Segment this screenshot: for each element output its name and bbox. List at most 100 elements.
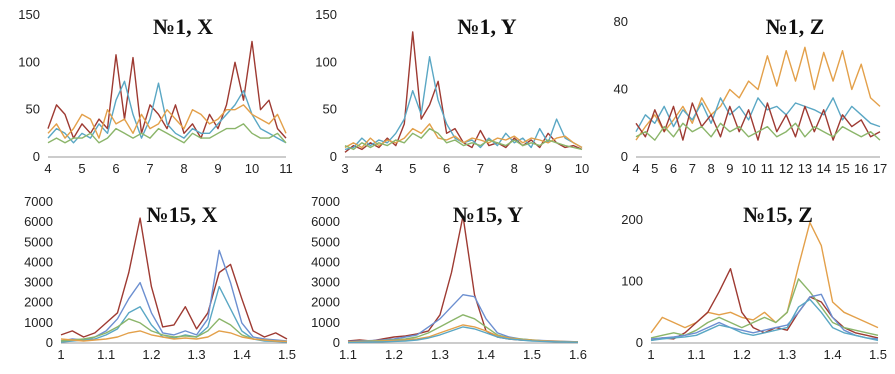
y-tick-label: 2000 [311,295,340,310]
x-tick-label: 9 [726,161,733,176]
series-line-2 [635,97,881,133]
y-tick-label: 6000 [311,214,340,229]
x-tick-label: 8 [180,161,187,176]
chart-title: №1, Y [457,14,516,39]
chart-title: №15, X [147,202,218,227]
y-tick-label: 3000 [311,275,340,290]
series-line-5 [347,326,579,344]
x-tick-label: 10 [245,161,259,176]
y-tick-label: 1000 [24,315,53,330]
series-line-3 [344,123,583,149]
series-line-3 [347,314,579,343]
chart-panel-5: 1.1 1.2 1.3 1.4 1.5 1.6 0 1000 2000 3000 4000 5000 6… [311,194,587,362]
chart-title: №1, Z [766,14,825,39]
x-tick-label: 1.2 [142,347,160,362]
x-tick-label: 1.1 [687,347,705,362]
series-line-4 [635,122,881,141]
y-tick-label: 0 [333,335,340,350]
x-tick-label: 4 [44,161,51,176]
series-line-3 [47,104,287,139]
x-tick-label: 1.6 [569,347,587,362]
x-tick-label: 7 [146,161,153,176]
series-line-4 [47,123,287,144]
series-line-3 [650,278,879,339]
x-tick-label: 1.4 [824,347,842,362]
x-tick-label: 1.4 [233,347,251,362]
x-tick-label: 9 [545,161,552,176]
x-tick-label: 1.4 [477,347,495,362]
x-tick-label: 1.1 [97,347,115,362]
series-line-5 [650,298,879,342]
x-tick-label: 1.3 [188,347,206,362]
y-tick-label: 150 [18,7,40,22]
x-tick-label: 17 [873,161,887,176]
y-tick-label: 3000 [24,275,53,290]
y-tick-label: 1000 [311,315,340,330]
x-tick-label: 9 [214,161,221,176]
y-tick-label: 40 [614,82,628,97]
x-tick-label: 4 [632,161,639,176]
series-line-5 [60,330,288,343]
y-tick-label: 100 [18,54,40,69]
y-tick-label: 0 [330,149,337,164]
x-tick-label: 8 [707,161,714,176]
y-tick-label: 5000 [24,234,53,249]
y-tick-label: 4000 [24,254,53,269]
series-line-3 [635,102,881,141]
y-tick-label: 7000 [311,194,340,209]
chart-title: №15, Z [743,202,813,227]
chart-panel-3: 4 5 6 7 8 9 10 11 12 13 14 15 16 17 0 40 80 №1, Z [614,14,888,176]
x-tick-label: 6 [112,161,119,176]
chart-panel-6: 1 1.1 1.2 1.3 1.4 1.5 0 100 200 №15, Z [621,202,887,362]
y-tick-label: 6000 [24,214,53,229]
x-tick-label: 1.5 [278,347,296,362]
series-line-1 [347,215,579,343]
y-tick-label: 80 [614,14,628,29]
y-tick-label: 100 [315,54,337,69]
x-tick-label: 6 [443,161,450,176]
series-line-2 [47,80,287,144]
y-tick-label: 0 [46,335,53,350]
x-tick-label: 15 [835,161,849,176]
x-tick-label: 7 [689,161,696,176]
x-tick-label: 12 [779,161,793,176]
y-tick-label: 50 [26,102,40,117]
x-tick-label: 13 [798,161,812,176]
x-tick-label: 6 [670,161,677,176]
x-tick-label: 10 [741,161,755,176]
x-tick-label: 11 [279,161,293,176]
series-line-1 [650,221,879,334]
series-line-1 [344,31,583,153]
chart-title: №15, Y [453,202,523,227]
x-tick-label: 5 [78,161,85,176]
chart-panel-4: 1 1.1 1.2 1.3 1.4 1.5 0 1000 2000 3000 4000 5000 600… [24,194,296,362]
x-tick-label: 11 [761,161,775,176]
x-tick-label: 10 [575,161,589,176]
y-tick-label: 0 [636,335,643,350]
series-line-1 [47,40,287,139]
x-tick-label: 1.5 [523,347,541,362]
y-tick-label: 2000 [24,295,53,310]
y-tick-label: 0 [33,149,40,164]
x-tick-label: 1.3 [431,347,449,362]
x-tick-label: 1.5 [869,347,887,362]
y-tick-label: 4000 [311,254,340,269]
x-tick-label: 3 [341,161,348,176]
x-tick-label: 7 [477,161,484,176]
x-tick-label: 8 [511,161,518,176]
x-tick-label: 5 [651,161,658,176]
x-tick-label: 1.2 [733,347,751,362]
y-tick-label: 0 [621,149,628,164]
chart-title: №1, X [153,14,213,39]
y-tick-label: 5000 [311,234,340,249]
x-tick-label: 14 [816,161,830,176]
y-tick-label: 200 [621,212,643,227]
series-line-4 [650,293,879,340]
x-tick-label: 16 [854,161,868,176]
x-tick-label: 1 [57,347,64,362]
series-line-2 [60,249,288,342]
x-tick-label: 1.2 [385,347,403,362]
series-line-2 [347,294,579,343]
